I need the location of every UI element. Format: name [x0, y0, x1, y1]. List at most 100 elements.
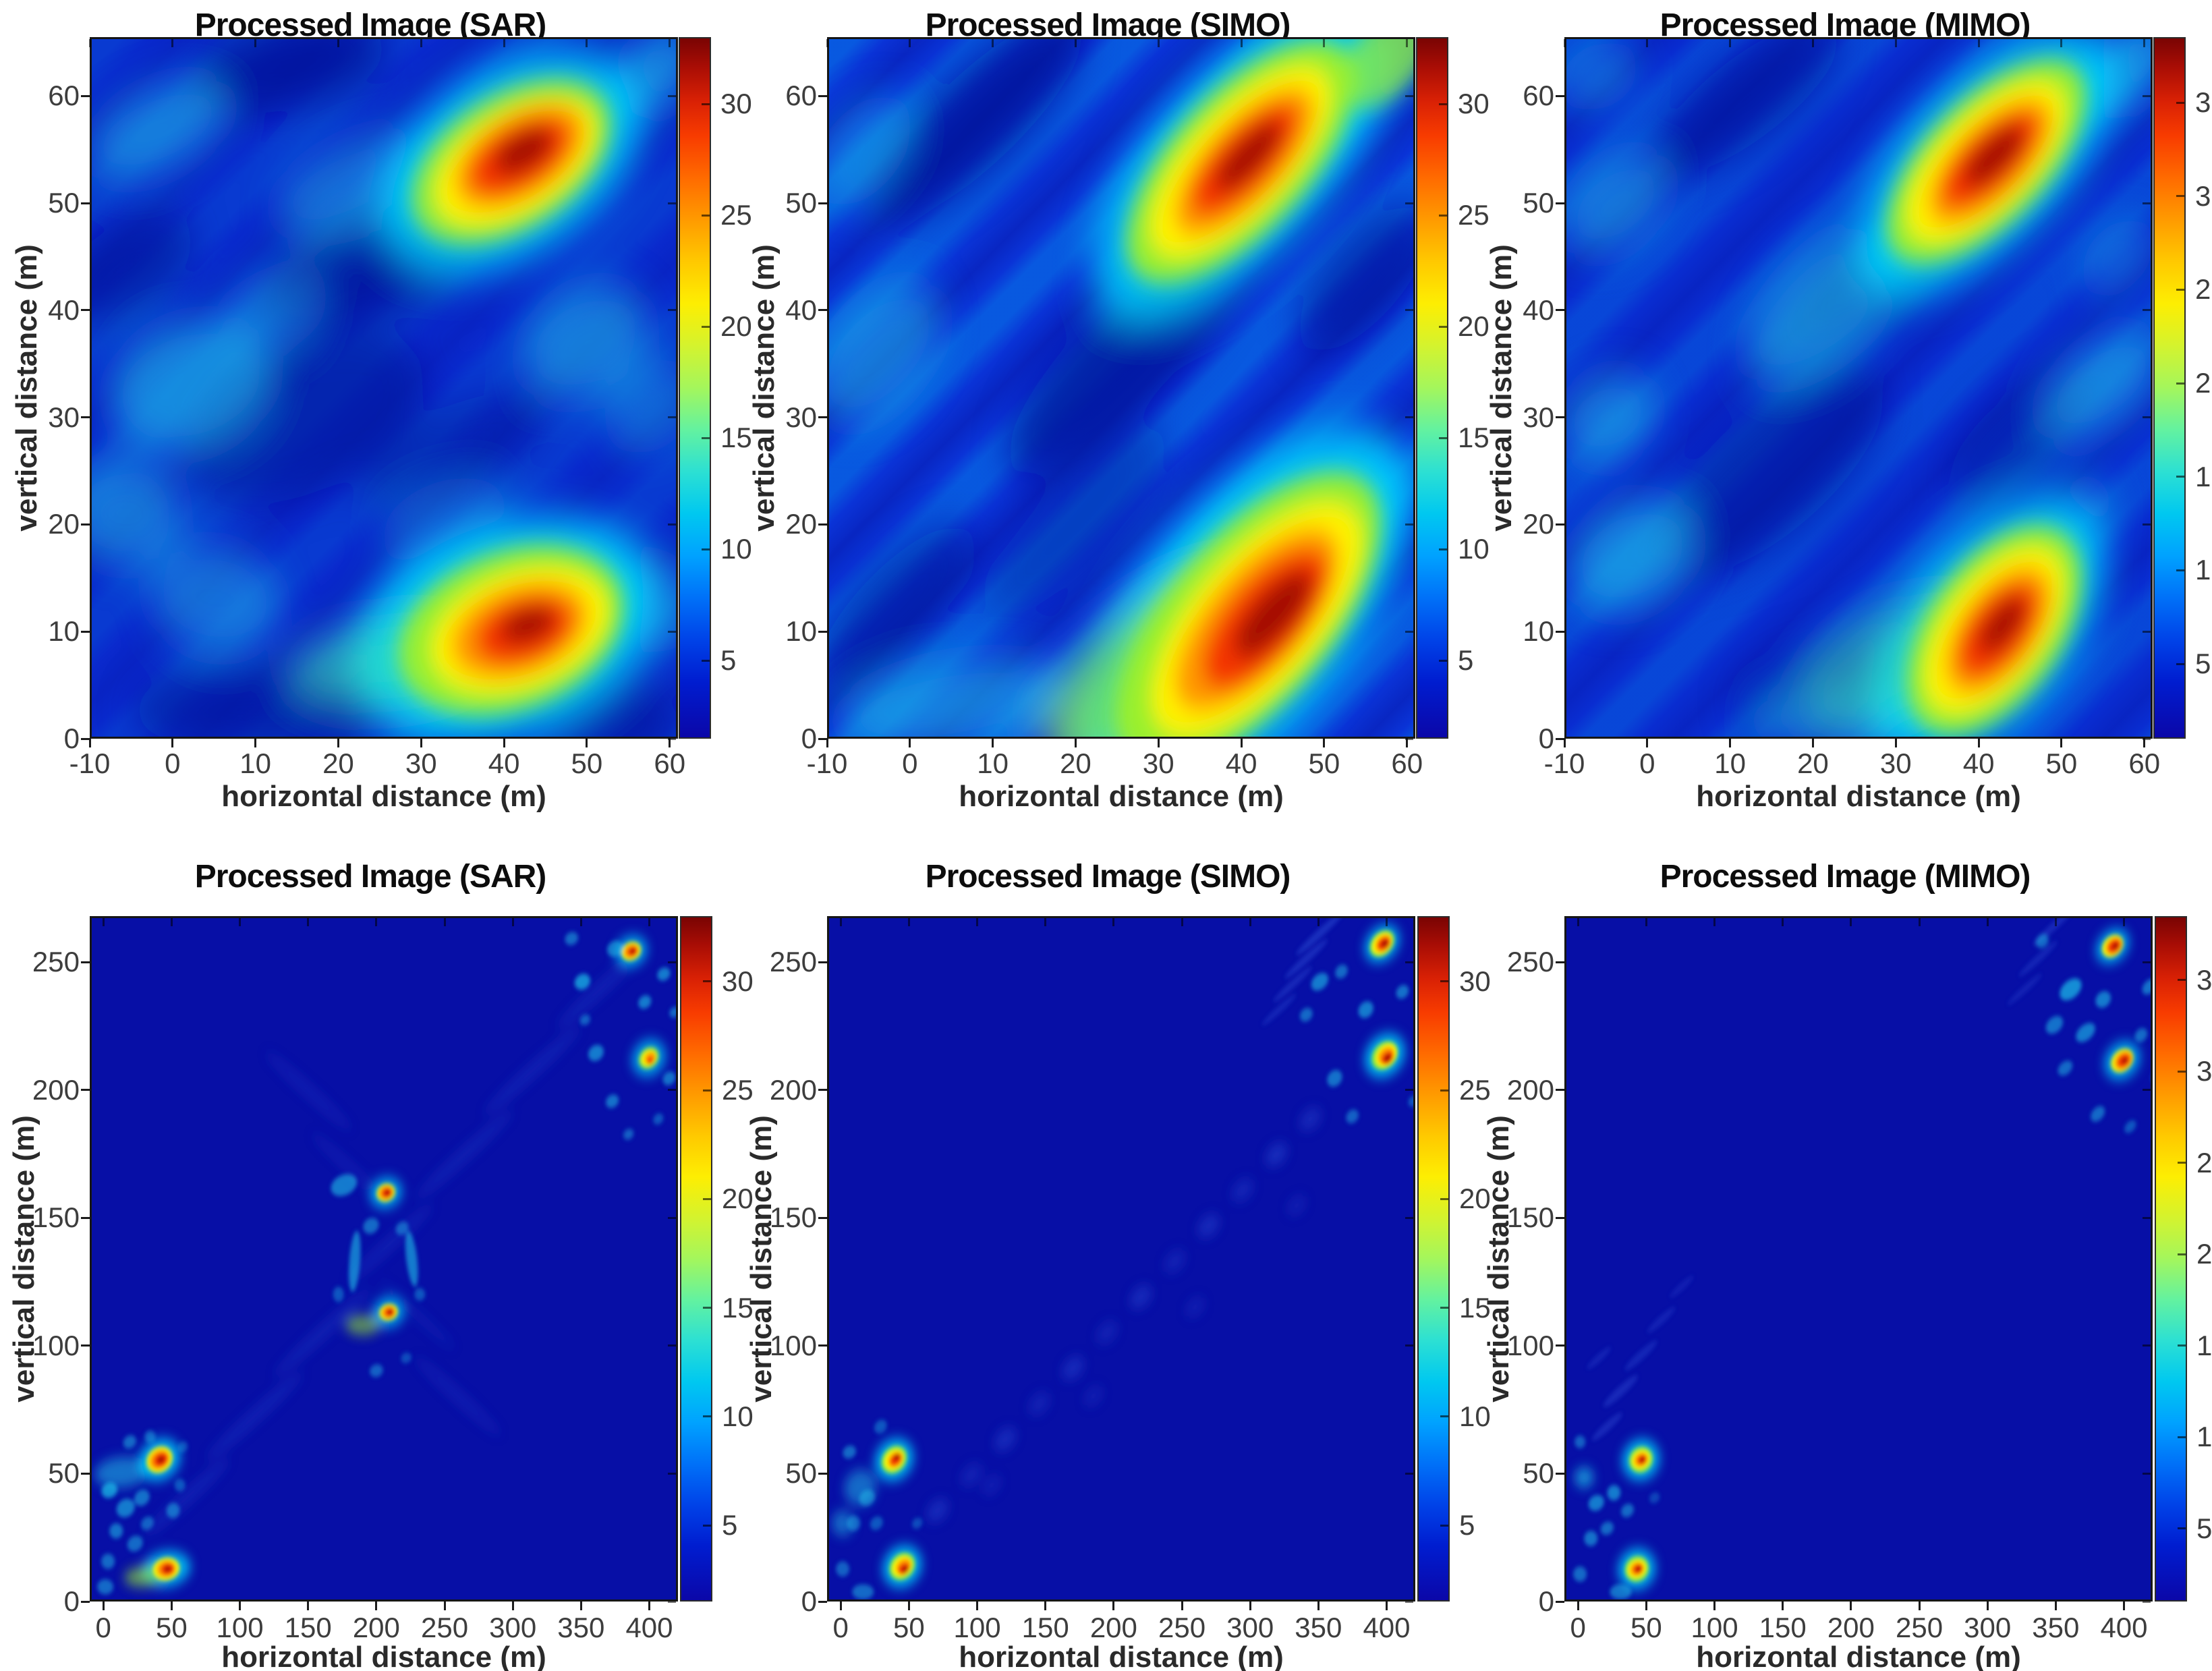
colorbar-tick-mark [702, 103, 710, 105]
x-tick-mark [1782, 1602, 1784, 1610]
y-tick-mark-right [1405, 202, 1413, 204]
x-tick-label: 50 [2045, 747, 2078, 779]
colorbar-tick-mark [703, 1197, 711, 1200]
y-tick-mark-right [2143, 1089, 2151, 1092]
x-tick-label: 60 [2128, 747, 2161, 779]
x-tick-mark [1406, 739, 1409, 747]
x-tick-label: -10 [69, 747, 111, 779]
x-tick-label: 350 [557, 1612, 605, 1643]
x-tick-mark [307, 1602, 310, 1610]
y-tick-mark [818, 961, 827, 963]
x-tick-mark-top [1850, 918, 1852, 926]
x-tick-mark-top [1323, 39, 1326, 47]
x-tick-label: 60 [654, 747, 686, 779]
y-tick-mark [818, 202, 827, 204]
x-tick-label: 50 [156, 1612, 188, 1643]
y-tick-label: 0 [63, 723, 80, 754]
y-tick-label: 50 [785, 187, 817, 219]
colorbar-tick-label: 100 [2196, 1421, 2212, 1453]
y-tick-mark [818, 1472, 827, 1475]
colorbar-tick-mark [1440, 1197, 1448, 1200]
y-tick-mark [818, 630, 827, 633]
colorbar-tick-label: 25 [720, 199, 752, 231]
colorbar-tick-mark [2176, 569, 2184, 571]
colorbar-tick-label: 300 [2196, 1055, 2212, 1087]
x-tick-label: 400 [625, 1612, 673, 1643]
colorbar-tick-label: 20 [1459, 1183, 1491, 1215]
y-tick-label: 150 [1506, 1201, 1554, 1234]
x-tick-mark-top [375, 918, 378, 926]
x-tick-mark-top [443, 918, 446, 926]
x-tick-mark-top [503, 39, 505, 47]
x-tick-label: 350 [1295, 1612, 1342, 1643]
y-tick-label: 200 [769, 1073, 817, 1106]
x-tick-mark [254, 739, 257, 747]
x-tick-label: 50 [571, 747, 603, 779]
x-tick-label: 400 [2100, 1612, 2148, 1643]
x-tick-label: 200 [1089, 1612, 1137, 1643]
x-tick-mark-top [826, 39, 828, 47]
x-axis-label: horizontal distance (m) [1696, 1641, 2021, 1671]
y-tick-label: 20 [1523, 508, 1554, 540]
colorbar-tick-label: 250 [2196, 1146, 2212, 1179]
x-tick-mark-top [511, 918, 514, 926]
x-tick-label: 150 [284, 1612, 332, 1643]
x-tick-mark-top [102, 918, 105, 926]
colorbar-tick-mark [702, 214, 710, 217]
colorbar-tick-label: 200 [2195, 367, 2212, 399]
x-tick-mark [839, 1602, 842, 1610]
x-tick-mark [1563, 739, 1566, 747]
colorbar-tick-mark [702, 436, 710, 439]
x-tick-label: 0 [832, 1612, 849, 1643]
x-tick-mark-top [420, 39, 422, 47]
x-tick-label: 200 [352, 1612, 400, 1643]
colorbar-tick-label: 5 [1459, 1509, 1475, 1541]
colorbar-tick-mark [1439, 103, 1447, 105]
colorbar-tick-mark [1440, 1307, 1448, 1309]
y-tick-mark-right [2143, 202, 2151, 204]
colorbar-tick-mark [1440, 1089, 1448, 1092]
y-tick-mark-right [2143, 94, 2151, 97]
y-tick-mark [81, 416, 90, 419]
colorbar-tick-mark [2178, 1253, 2186, 1255]
y-tick-mark-right [668, 202, 676, 204]
y-tick-label: 0 [801, 1585, 817, 1617]
y-tick-mark [1556, 523, 1564, 526]
y-tick-mark-right [1405, 630, 1413, 633]
x-tick-label: 350 [2032, 1612, 2080, 1643]
y-tick-label: 100 [32, 1329, 80, 1361]
colorbar-tick-label: 5 [722, 1509, 738, 1541]
colorbar-tick-mark [2176, 662, 2184, 665]
colorbar-tick-label: 5 [1458, 644, 1474, 677]
colorbar [2153, 37, 2186, 739]
y-tick-mark [818, 737, 827, 740]
colorbar-tick-label: 20 [720, 310, 752, 343]
y-tick-mark [81, 523, 90, 526]
x-tick-mark-top [907, 918, 910, 926]
x-tick-mark [1986, 1602, 1989, 1610]
y-tick-mark [1556, 416, 1564, 419]
colorbar-tick-label: 150 [2196, 1329, 2212, 1361]
y-tick-label: 40 [1523, 293, 1554, 326]
x-tick-label: 300 [489, 1612, 537, 1643]
x-tick-label: 200 [1827, 1612, 1875, 1643]
y-tick-label: 0 [801, 723, 817, 754]
y-tick-mark [818, 94, 827, 97]
x-tick-mark-top [2143, 39, 2146, 47]
y-tick-mark-right [2143, 523, 2151, 526]
x-tick-label: 300 [1226, 1612, 1274, 1643]
x-tick-label: -10 [1543, 747, 1585, 779]
x-tick-mark [992, 739, 994, 747]
colorbar-tick-mark [2176, 195, 2184, 198]
y-tick-label: 200 [1506, 1073, 1554, 1106]
x-tick-mark [2123, 1602, 2125, 1610]
y-tick-mark-right [1405, 1472, 1413, 1475]
x-tick-label: 150 [1021, 1612, 1069, 1643]
colorbar-tick-mark [1439, 214, 1447, 217]
y-tick-mark-right [668, 1344, 676, 1347]
y-tick-label: 0 [1538, 1585, 1554, 1617]
x-tick-label: 20 [1797, 747, 1829, 779]
heatmap-plot [827, 916, 1415, 1602]
x-tick-mark [511, 1602, 514, 1610]
y-axis-label: vertical distance (m) [10, 244, 43, 532]
